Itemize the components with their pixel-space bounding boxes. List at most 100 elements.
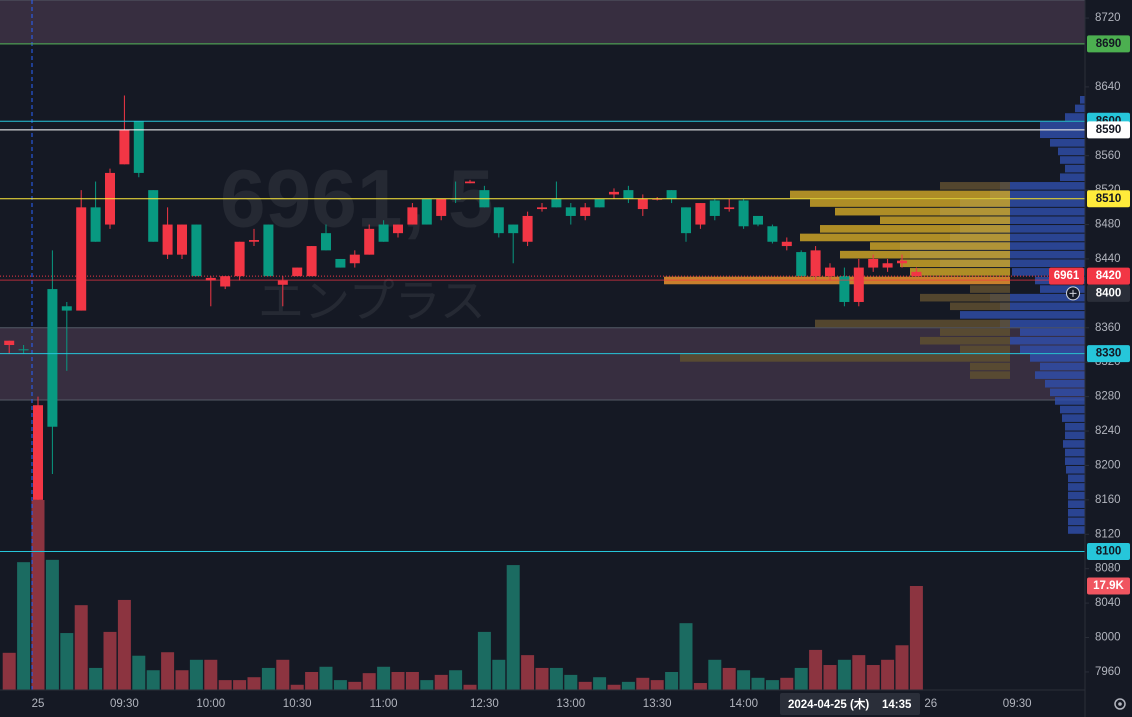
y-tick-label: 8200 <box>1095 459 1121 471</box>
candle-body <box>551 198 562 208</box>
volume-bar <box>593 677 607 690</box>
volume-bar <box>621 681 635 690</box>
crosshair-time-label <box>780 693 920 715</box>
session-profile-bar <box>950 302 1010 311</box>
candle-body <box>594 198 605 208</box>
profile-bar <box>1058 147 1085 156</box>
price-line-label: 8100 <box>1096 546 1122 558</box>
volume-bar <box>305 671 319 690</box>
watermark-name: エンプラス <box>258 275 486 327</box>
y-tick-label: 7960 <box>1095 666 1121 678</box>
crosshair-date: 2024-04-25 (木) <box>788 697 869 711</box>
session-profile-bar <box>970 371 1010 379</box>
volume-bar <box>276 659 290 690</box>
y-tick-label: 8240 <box>1095 425 1121 437</box>
profile-bar <box>1068 491 1085 500</box>
session-profile-bar <box>910 268 1010 276</box>
session-profile-bar <box>835 207 1010 216</box>
profile-bar <box>960 199 1085 207</box>
volume-bar <box>895 645 909 690</box>
profile-bar <box>1010 336 1085 345</box>
x-tick-label: 09:30 <box>1003 698 1032 710</box>
candle-body <box>825 267 835 277</box>
volume-bar <box>161 652 175 690</box>
profile-bar <box>980 216 1085 225</box>
session-profile-bar <box>815 319 1010 328</box>
candle-body <box>61 306 72 311</box>
price-line-label: 8690 <box>1096 38 1122 50</box>
profile-bar <box>1065 448 1085 457</box>
volume-bar <box>333 680 347 690</box>
volume-bar <box>650 680 664 690</box>
profile-bar <box>950 233 1085 242</box>
volume-bar <box>578 681 592 690</box>
profile-bar <box>1020 328 1085 336</box>
session-profile-bar <box>680 354 1010 362</box>
last-price-label: 8420 <box>1096 270 1122 282</box>
volume-bar <box>405 671 419 690</box>
candle-body <box>205 277 216 281</box>
profile-bar <box>1068 526 1085 534</box>
x-tick-label: 25 <box>32 698 45 710</box>
candle-body <box>4 340 15 345</box>
y-tick-label: 8640 <box>1095 81 1121 93</box>
x-tick-label: 10:00 <box>196 698 225 710</box>
volume-bar <box>866 665 880 690</box>
volume-bar <box>535 667 549 690</box>
profile-bar <box>1068 483 1085 491</box>
volume-bar <box>204 659 218 690</box>
add-alert-icon[interactable] <box>1069 289 1077 297</box>
candle-body <box>393 224 403 234</box>
candle-body <box>191 224 202 277</box>
candle-body <box>666 190 677 199</box>
volume-bar <box>737 670 751 690</box>
profile-bar <box>960 311 1085 319</box>
volume-bar <box>74 605 88 690</box>
candle-body <box>637 198 648 210</box>
candle-body <box>162 224 173 255</box>
candle-body <box>724 207 735 210</box>
session-profile-bar <box>870 242 1010 250</box>
y-tick-label: 8440 <box>1095 253 1121 265</box>
volume-bar <box>506 565 520 690</box>
candle-body <box>580 207 591 216</box>
price-line-label: 8590 <box>1096 124 1122 136</box>
volume-bar <box>377 666 391 690</box>
y-tick-label: 8000 <box>1095 632 1121 644</box>
volume-bar <box>247 677 261 690</box>
profile-bar <box>1068 500 1085 508</box>
profile-bar <box>1040 285 1085 293</box>
candle-body <box>681 207 691 234</box>
volume-bar <box>103 631 117 690</box>
settings-button[interactable] <box>1114 698 1126 710</box>
profile-bar <box>1065 457 1085 465</box>
volume-bar <box>708 659 722 690</box>
volume-bar <box>607 684 621 690</box>
volume-bar <box>117 599 131 690</box>
candle-body <box>277 280 288 285</box>
candle-body <box>220 276 231 287</box>
profile-bar <box>1065 422 1085 431</box>
candle-body <box>565 207 576 216</box>
candle-body <box>18 349 29 351</box>
candle-body <box>148 190 159 242</box>
session-profile-bar <box>790 190 1010 199</box>
volume-bar <box>60 633 74 690</box>
volume-bar <box>2 652 16 690</box>
candle-body <box>709 200 720 216</box>
volume-bar <box>823 665 837 690</box>
x-tick-label: 13:30 <box>643 698 672 710</box>
volume-bar <box>362 673 376 690</box>
candle-body <box>853 267 864 302</box>
session-profile-bar <box>970 285 1010 293</box>
settings-icon[interactable] <box>1114 698 1126 710</box>
profile-bar <box>1030 354 1085 362</box>
candle-body <box>695 203 706 225</box>
price-line-label: 8330 <box>1096 348 1122 360</box>
profile-bar <box>990 293 1085 302</box>
session-profile-bar <box>800 233 1010 242</box>
candle-body <box>177 224 187 255</box>
volume-bar <box>722 667 736 690</box>
settings-icon-center[interactable] <box>1118 702 1122 706</box>
session-profile-bar <box>920 293 1010 302</box>
